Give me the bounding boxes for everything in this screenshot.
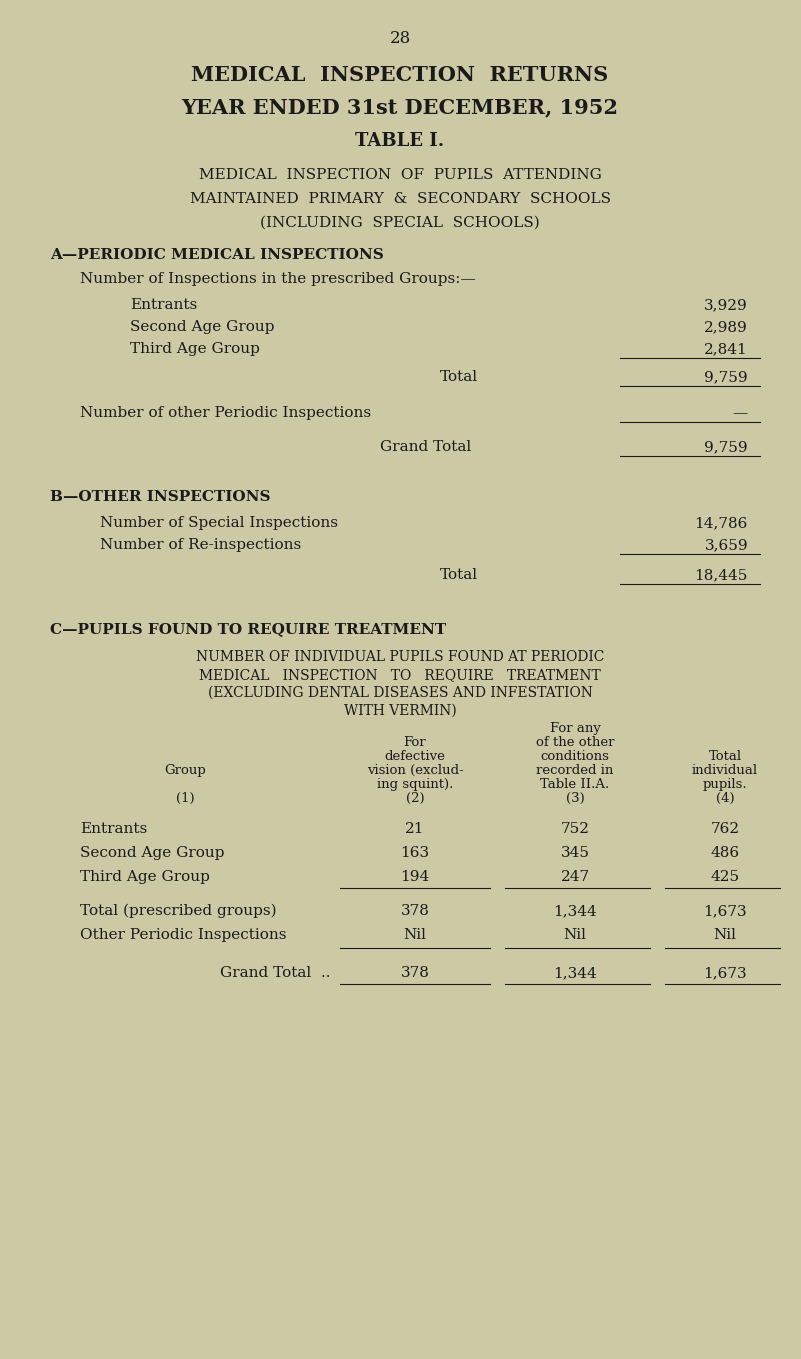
Text: conditions: conditions <box>541 750 610 762</box>
Text: For: For <box>404 737 426 749</box>
Text: A—PERIODIC MEDICAL INSPECTIONS: A—PERIODIC MEDICAL INSPECTIONS <box>50 247 384 262</box>
Text: Other Periodic Inspections: Other Periodic Inspections <box>80 928 287 942</box>
Text: 247: 247 <box>561 870 590 883</box>
Text: (2): (2) <box>405 792 425 805</box>
Text: 1,673: 1,673 <box>703 904 747 917</box>
Text: Nil: Nil <box>714 928 736 942</box>
Text: 163: 163 <box>400 847 429 860</box>
Text: Entrants: Entrants <box>130 298 197 313</box>
Text: Total (prescribed groups): Total (prescribed groups) <box>80 904 276 919</box>
Text: Second Age Group: Second Age Group <box>130 319 275 334</box>
Text: 378: 378 <box>400 966 429 980</box>
Text: 345: 345 <box>561 847 590 860</box>
Text: 21: 21 <box>405 822 425 836</box>
Text: NUMBER OF INDIVIDUAL PUPILS FOUND AT PERIODIC: NUMBER OF INDIVIDUAL PUPILS FOUND AT PER… <box>195 650 604 665</box>
Text: YEAR ENDED 31st DECEMBER, 1952: YEAR ENDED 31st DECEMBER, 1952 <box>182 96 618 117</box>
Text: Number of other Periodic Inspections: Number of other Periodic Inspections <box>80 406 371 420</box>
Text: vision (exclud-: vision (exclud- <box>367 764 463 777</box>
Text: MAINTAINED  PRIMARY  &  SECONDARY  SCHOOLS: MAINTAINED PRIMARY & SECONDARY SCHOOLS <box>190 192 610 207</box>
Text: (INCLUDING  SPECIAL  SCHOOLS): (INCLUDING SPECIAL SCHOOLS) <box>260 216 540 230</box>
Text: B—OTHER INSPECTIONS: B—OTHER INSPECTIONS <box>50 491 271 504</box>
Text: C—PUPILS FOUND TO REQUIRE TREATMENT: C—PUPILS FOUND TO REQUIRE TREATMENT <box>50 622 446 636</box>
Text: Second Age Group: Second Age Group <box>80 847 224 860</box>
Text: pupils.: pupils. <box>702 777 747 791</box>
Text: 9,759: 9,759 <box>704 370 748 385</box>
Text: of the other: of the other <box>536 737 614 749</box>
Text: 14,786: 14,786 <box>694 516 748 530</box>
Text: individual: individual <box>692 764 758 777</box>
Text: 486: 486 <box>710 847 739 860</box>
Text: 752: 752 <box>561 822 590 836</box>
Text: Number of Inspections in the prescribed Groups:—: Number of Inspections in the prescribed … <box>80 272 476 285</box>
Text: (3): (3) <box>566 792 585 805</box>
Text: Total: Total <box>708 750 742 762</box>
Text: 1,344: 1,344 <box>553 904 597 917</box>
Text: 2,841: 2,841 <box>704 342 748 356</box>
Text: 3,659: 3,659 <box>704 538 748 552</box>
Text: For any: For any <box>549 722 601 735</box>
Text: Number of Re-inspections: Number of Re-inspections <box>100 538 301 552</box>
Text: (EXCLUDING DENTAL DISEASES AND INFESTATION: (EXCLUDING DENTAL DISEASES AND INFESTATI… <box>207 686 593 700</box>
Text: WITH VERMIN): WITH VERMIN) <box>344 704 457 718</box>
Text: TABLE I.: TABLE I. <box>356 132 445 149</box>
Text: 425: 425 <box>710 870 739 883</box>
Text: Third Age Group: Third Age Group <box>130 342 260 356</box>
Text: Third Age Group: Third Age Group <box>80 870 210 883</box>
Text: 28: 28 <box>389 30 411 48</box>
Text: defective: defective <box>384 750 445 762</box>
Text: Nil: Nil <box>563 928 586 942</box>
Text: 3,929: 3,929 <box>704 298 748 313</box>
Text: ing squint).: ing squint). <box>376 777 453 791</box>
Text: 378: 378 <box>400 904 429 917</box>
Text: MEDICAL  INSPECTION  RETURNS: MEDICAL INSPECTION RETURNS <box>191 65 609 86</box>
Text: Grand Total  ..: Grand Total .. <box>220 966 331 980</box>
Text: 1,673: 1,673 <box>703 966 747 980</box>
Text: (1): (1) <box>175 792 195 805</box>
Text: Table II.A.: Table II.A. <box>541 777 610 791</box>
Text: Nil: Nil <box>404 928 426 942</box>
Text: Entrants: Entrants <box>80 822 147 836</box>
Text: recorded in: recorded in <box>537 764 614 777</box>
Text: 9,759: 9,759 <box>704 440 748 454</box>
Text: MEDICAL   INSPECTION   TO   REQUIRE   TREATMENT: MEDICAL INSPECTION TO REQUIRE TREATMENT <box>199 669 601 682</box>
Text: 1,344: 1,344 <box>553 966 597 980</box>
Text: (4): (4) <box>715 792 735 805</box>
Text: Grand Total: Grand Total <box>380 440 471 454</box>
Text: Total: Total <box>440 568 478 582</box>
Text: Group: Group <box>164 764 206 777</box>
Text: 18,445: 18,445 <box>694 568 748 582</box>
Text: 762: 762 <box>710 822 739 836</box>
Text: Total: Total <box>440 370 478 385</box>
Text: Number of Special Inspections: Number of Special Inspections <box>100 516 338 530</box>
Text: 194: 194 <box>400 870 429 883</box>
Text: 2,989: 2,989 <box>704 319 748 334</box>
Text: MEDICAL  INSPECTION  OF  PUPILS  ATTENDING: MEDICAL INSPECTION OF PUPILS ATTENDING <box>199 169 602 182</box>
Text: —: — <box>733 406 748 420</box>
